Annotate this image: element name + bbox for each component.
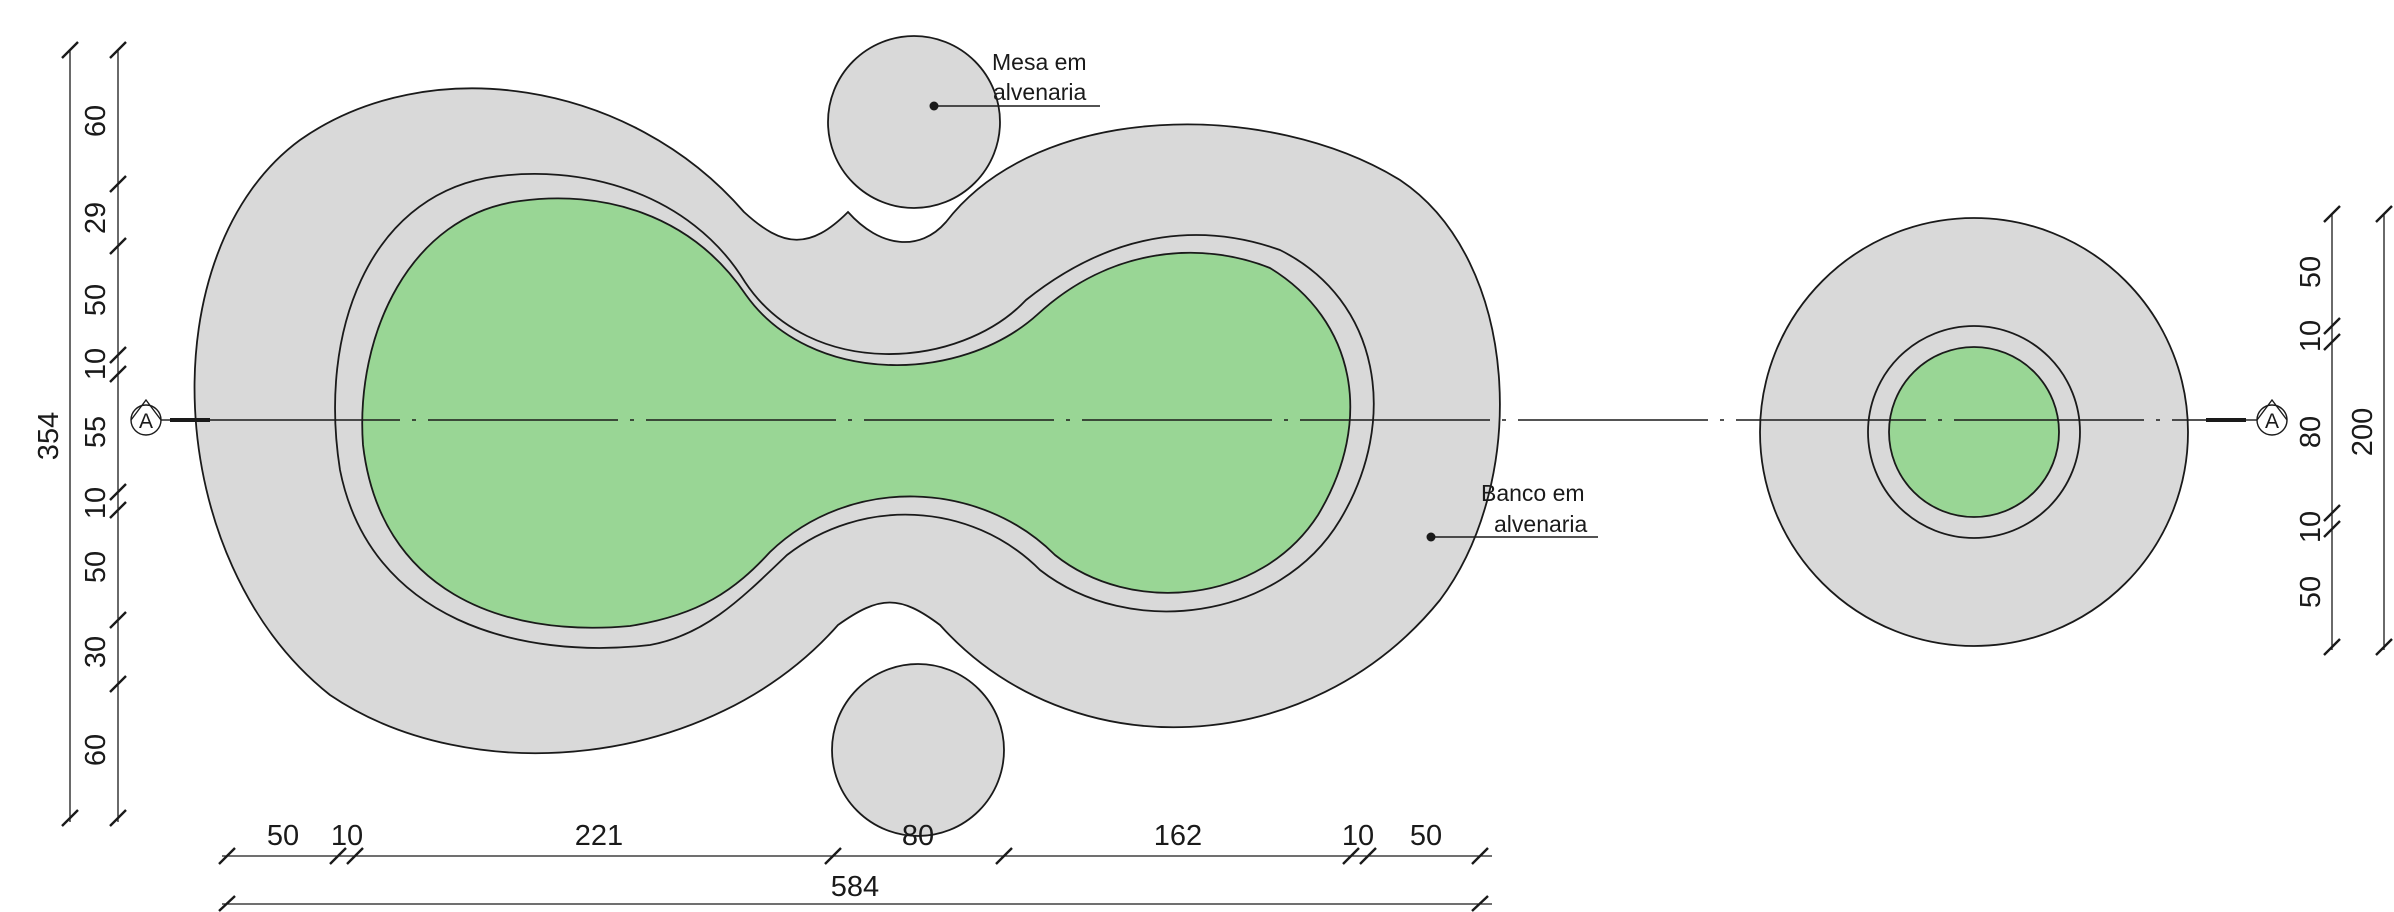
round-planter <box>1759 217 2189 647</box>
dim-right-1: 50 <box>2295 256 2327 288</box>
dim-left-4: 10 <box>80 348 112 380</box>
dim-left-7: 50 <box>80 551 112 583</box>
section-marker-right-letter: A <box>2265 410 2279 433</box>
section-marker-left-letter: A <box>139 410 153 433</box>
bottom-total-dimension: 584 <box>218 871 1492 912</box>
dim-left-5: 55 <box>80 416 112 448</box>
dim-left-9: 60 <box>80 734 112 766</box>
peanut-planter <box>193 87 1501 755</box>
bottom-table <box>831 663 1005 837</box>
bench-label-line-2: alvenaria <box>1494 511 1588 537</box>
bench-label-line-1: Banco em <box>1481 480 1585 506</box>
dim-left-6: 10 <box>80 487 112 519</box>
dim-left-total: 354 <box>33 412 65 460</box>
dim-left-2: 29 <box>80 202 112 234</box>
right-dimension-chain: 50 10 80 10 50 <box>2295 205 2341 656</box>
dim-bottom-2: 10 <box>331 820 363 852</box>
top-table <box>827 35 1001 209</box>
dim-bottom-5: 162 <box>1154 820 1202 852</box>
bench-label-group: Banco em alvenaria <box>1426 480 1598 542</box>
dim-bottom-7: 50 <box>1410 820 1442 852</box>
dim-right-5: 50 <box>2295 576 2327 608</box>
dim-right-3: 80 <box>2295 416 2327 448</box>
peanut-planting-area <box>361 197 1352 629</box>
section-marker-right: A <box>2246 398 2288 436</box>
dim-left-1: 60 <box>80 105 112 137</box>
left-total-dimension: 354 <box>33 41 79 827</box>
dim-bottom-3: 221 <box>575 820 623 852</box>
dim-bottom-1: 50 <box>267 820 299 852</box>
dim-left-3: 50 <box>80 284 112 316</box>
section-marker-left: A <box>130 398 170 436</box>
dim-bottom-total: 584 <box>831 871 879 903</box>
dim-bottom-6: 10 <box>1342 820 1374 852</box>
dim-bottom-4: 80 <box>902 820 934 852</box>
right-total-dimension: 200 <box>2347 205 2393 656</box>
dim-right-2: 10 <box>2295 320 2327 352</box>
table-label-group: Mesa em alvenaria <box>929 49 1100 111</box>
round-planting-area <box>1888 346 2060 518</box>
dim-left-8: 30 <box>80 636 112 668</box>
dim-right-4: 10 <box>2295 511 2327 543</box>
dim-right-total: 200 <box>2347 408 2379 456</box>
table-label-line-1: Mesa em <box>992 49 1087 75</box>
table-label-line-2: alvenaria <box>993 79 1087 105</box>
left-dimension-chain: 60 29 50 10 55 10 50 30 60 <box>80 41 127 827</box>
bottom-dimension-chain: 50 10 221 80 162 10 50 <box>218 820 1492 865</box>
